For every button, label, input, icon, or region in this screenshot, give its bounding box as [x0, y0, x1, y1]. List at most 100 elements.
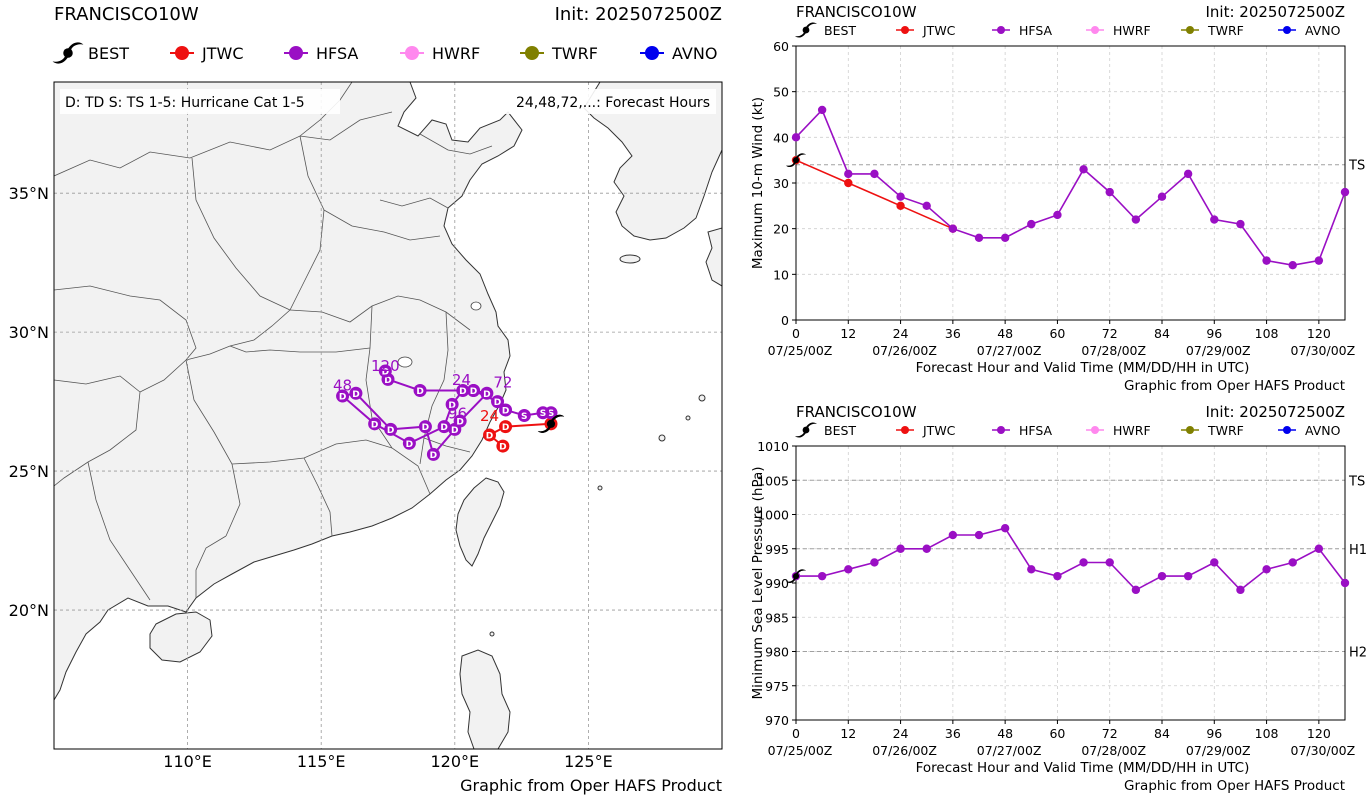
- hfsa-data-point: [817, 571, 827, 581]
- hfsa-data-point: [1131, 215, 1141, 224]
- svg-text:D: D: [406, 440, 413, 450]
- reference-line-label: H1: [1349, 543, 1367, 558]
- svg-text:D: D: [486, 431, 493, 441]
- best-position-icon: [537, 414, 565, 433]
- map-credit: Graphic from Oper HAFS Product: [460, 776, 722, 795]
- svg-text:D: D: [448, 401, 455, 411]
- hfsa-data-point: [1236, 585, 1245, 595]
- legend-best-icon: [52, 42, 84, 64]
- svg-text:D: D: [384, 376, 391, 386]
- x-tick-label: 96: [1206, 726, 1222, 741]
- hfsa-track-point: D: [480, 386, 494, 400]
- svg-text:D: D: [502, 406, 509, 416]
- date-tick-label: 07/30/00Z: [1290, 343, 1355, 358]
- map-lon-label: 120°E: [430, 752, 479, 771]
- x-tick-label: 84: [1154, 726, 1170, 741]
- x-tick-label: 48: [997, 326, 1013, 341]
- map-init-time: Init: 2025072500Z: [555, 4, 722, 25]
- chart-title: FRANCISCO10W: [796, 403, 917, 421]
- legend-label: HFSA: [316, 44, 358, 63]
- hfsa-hour-label: 120: [371, 357, 400, 375]
- hfsa-data-point: [1105, 187, 1114, 197]
- hfsa-track-point: D: [336, 389, 350, 403]
- hfsa-data-point: [1079, 558, 1088, 567]
- hainan-island: [149, 611, 213, 663]
- y-tick-label: 985: [765, 610, 789, 625]
- chart-legend-marker: [1091, 426, 1099, 434]
- legend-label: BEST: [88, 44, 129, 63]
- legend-marker: [289, 46, 303, 60]
- reference-line-label: TS: [1348, 474, 1365, 489]
- jtwc-data-point: [896, 201, 905, 211]
- x-tick-label: 96: [1206, 326, 1222, 341]
- ryukyu-islet: [489, 631, 495, 637]
- svg-text:S: S: [521, 412, 527, 422]
- svg-text:D: D: [440, 423, 447, 433]
- chart-legend-label: TWRF: [1207, 23, 1244, 38]
- y-axis-label: Maximum 10-m Wind (kt): [750, 97, 766, 269]
- jtwc-track-point: D: [499, 420, 513, 434]
- hfsa-hour-label: 96: [448, 404, 467, 422]
- x-tick-label: 60: [1049, 326, 1065, 341]
- y-tick-label: 1010: [757, 439, 789, 454]
- y-tick-label: 1000: [757, 508, 789, 523]
- province-borders: [54, 82, 493, 601]
- legend-label: AVNO: [672, 44, 717, 63]
- svg-text:D: D: [451, 426, 458, 436]
- best-current-icon: [786, 153, 806, 167]
- map-geography: [54, 82, 722, 749]
- legend-marker: [175, 46, 189, 60]
- y-tick-label: 970: [765, 713, 789, 728]
- legend-label: JTWC: [201, 44, 243, 63]
- map-lon-label: 110°E: [163, 752, 212, 771]
- svg-text:S: S: [540, 409, 546, 419]
- korean-peninsula: [583, 82, 722, 241]
- x-tick-label: 120: [1307, 726, 1331, 741]
- svg-text:D: D: [459, 387, 466, 397]
- date-tick-label: 07/29/00Z: [1186, 743, 1251, 758]
- legend-marker: [645, 46, 659, 60]
- y-tick-label: 10: [773, 267, 789, 282]
- chart-init-time: Init: 2025072500Z: [1205, 3, 1345, 21]
- hfsa-data-point: [844, 169, 853, 179]
- map-axis-labels: 110°E 115°E 120°E 125°E 35°N 30°N 25°N 20°N: [9, 184, 613, 771]
- lake-taihu: [470, 301, 482, 311]
- chart-legend-best-icon: [795, 422, 817, 438]
- hfsa-track-point: D: [491, 395, 505, 409]
- jtwc-data-point: [844, 178, 853, 188]
- chart-legend-marker: [1283, 426, 1291, 434]
- chart-legend-marker: [997, 426, 1005, 434]
- svg-text:D: D: [502, 423, 509, 433]
- best-current-icon: [786, 569, 806, 583]
- svg-text:D: D: [387, 426, 394, 436]
- ryukyu-islet: [597, 485, 603, 491]
- jeju-island: [619, 254, 641, 264]
- map-key-left-box: [60, 89, 340, 114]
- svg-text:D: D: [339, 393, 346, 403]
- y-tick-label: 40: [773, 130, 789, 145]
- svg-text:D: D: [416, 387, 423, 397]
- hfsa-data-point: [922, 201, 931, 211]
- x-axis-label: Forecast Hour and Valid Time (MM/DD/HH i…: [916, 360, 1250, 376]
- hfsa-data-point: [948, 224, 958, 233]
- hfsa-data-point: [1288, 558, 1297, 567]
- hfsa-track-point: D: [499, 403, 513, 417]
- date-tick-label: 07/27/00Z: [977, 343, 1042, 358]
- x-tick-label: 72: [1102, 326, 1118, 341]
- x-tick-label: 24: [893, 326, 909, 341]
- chart-legend-marker: [997, 26, 1005, 34]
- map-lon-label: 125°E: [564, 752, 613, 771]
- hfsa-track-point: D: [418, 420, 432, 434]
- luzon-island: [459, 649, 511, 749]
- svg-text:D: D: [371, 420, 378, 430]
- chart-legend-label: BEST: [824, 423, 856, 438]
- date-tick-label: 07/30/00Z: [1290, 743, 1355, 758]
- x-tick-label: 108: [1255, 726, 1279, 741]
- svg-text:D: D: [470, 387, 477, 397]
- map-storm-name: FRANCISCO10W: [54, 4, 199, 25]
- x-tick-label: 84: [1154, 326, 1170, 341]
- jtwc-hour-label: 24: [480, 407, 499, 425]
- hfsa-hour-label: 24: [452, 371, 471, 389]
- map-legend: BEST JTWC HFSA HWRF TWRF AVNO: [52, 42, 717, 64]
